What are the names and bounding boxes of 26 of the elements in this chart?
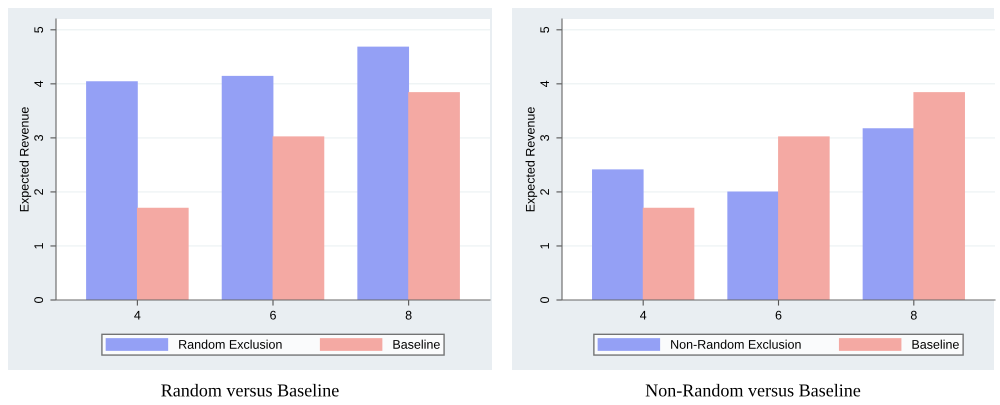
y-tick-label: 4 — [34, 80, 43, 88]
y-tick-label: 0 — [34, 297, 44, 303]
y-axis-title: Expected Revenue — [20, 107, 32, 212]
legend-label: Baseline — [393, 340, 440, 349]
legend-label: Random Exclusion — [179, 340, 282, 349]
y-tick-label: 1 — [540, 243, 549, 248]
x-tick-label: 6 — [776, 310, 782, 320]
legend-label: Baseline — [912, 340, 959, 349]
legend-label: Non-Random Exclusion — [671, 340, 801, 349]
y-tick-label: 4 — [540, 80, 549, 88]
text: Non-Random versus Baseline — [646, 384, 860, 397]
y-tick-label: 2 — [34, 189, 43, 195]
y-tick-label: 5 — [34, 26, 44, 33]
x-tick-label: 4 — [640, 310, 646, 320]
x-tick-label: 8 — [406, 310, 412, 320]
text: Random versus Baseline — [161, 384, 339, 397]
y-tick-label: 1 — [34, 243, 43, 248]
y-tick-label: 3 — [540, 134, 550, 141]
x-tick-label: 6 — [270, 310, 276, 320]
y-tick-label: 5 — [540, 26, 550, 33]
y-axis-title: Expected Revenue — [526, 107, 538, 212]
y-tick-label: 3 — [34, 134, 44, 141]
y-tick-label: 2 — [540, 189, 549, 195]
y-tick-label: 0 — [540, 297, 550, 303]
x-tick-label: 4 — [134, 310, 140, 320]
x-tick-label: 8 — [910, 310, 917, 320]
